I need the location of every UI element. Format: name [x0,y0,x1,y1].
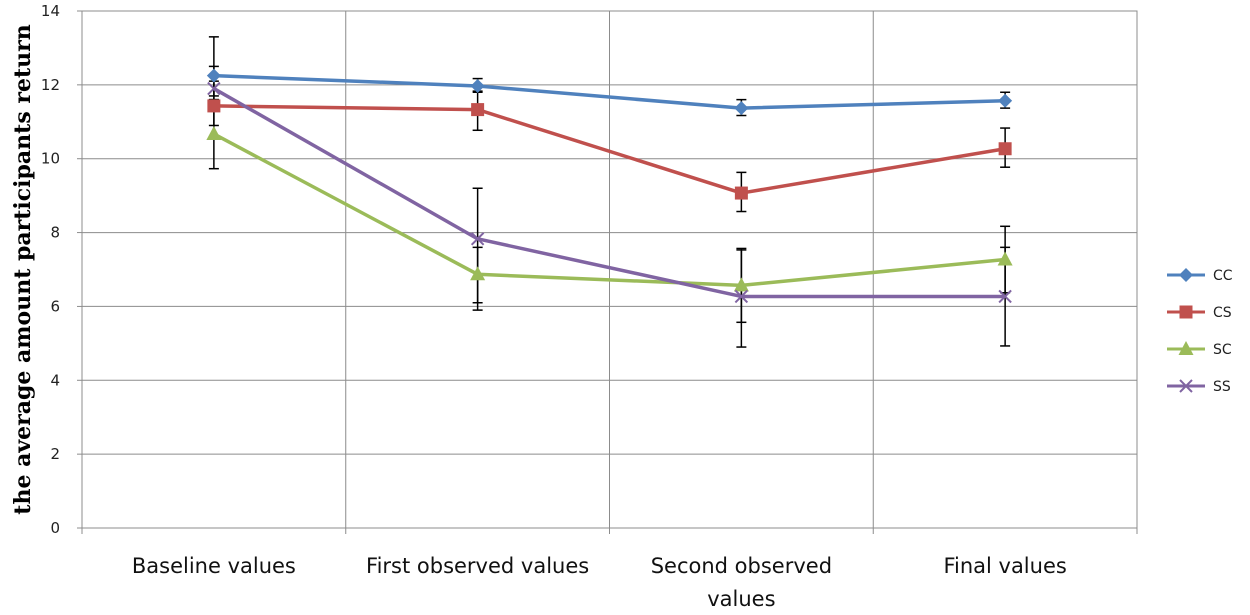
square-marker [1179,305,1193,319]
diamond-marker [470,78,485,93]
x-tick-label: Second observed values [651,554,832,611]
legend-label: SC [1213,342,1232,358]
x-marker [207,81,221,96]
x-tick-label: Baseline values [132,554,296,578]
series-lines [213,73,1006,299]
y-tick-label: 2 [50,445,60,463]
x-marker [998,289,1012,304]
error-bar [472,187,483,311]
triangle-marker [206,125,222,140]
diamond-marker [734,101,749,116]
error-bar [736,249,747,348]
triangle-marker [1178,341,1194,355]
diamond-marker [998,93,1013,108]
x-axis-labels: Baseline values First observed values Seco… [132,554,1067,611]
square-marker [207,99,221,113]
x-marker [734,289,749,304]
y-tick-label: 8 [50,224,60,242]
y-tick-label: 14 [41,2,60,20]
series-line-cs [213,104,1006,195]
square-marker [734,186,748,200]
y-tick-label: 4 [50,371,60,389]
x-marker [470,232,485,246]
triangle-marker [733,277,749,292]
legend-item-cc: CC [1167,268,1233,284]
y-tick-label: 12 [41,76,60,94]
x-tick-label: First observed values [366,554,589,578]
x-marker [1179,379,1193,393]
y-tick-label: 6 [50,297,60,315]
y-axis-ticks: 0 2 4 6 8 10 12 14 [41,2,1138,537]
square-marker [471,103,485,117]
legend-item-cs: CS [1167,305,1232,321]
series-line-cc [213,73,1006,110]
series-line-sc [213,132,1006,288]
legend-label: SS [1213,379,1231,395]
y-axis-label: the average amount participants return [10,24,36,514]
diamond-marker [206,68,221,83]
legend-label: CC [1213,268,1233,284]
legend-item-sc: SC [1167,341,1232,358]
legend: CC CS SC SS [1167,268,1233,395]
x-tick-label: Final values [943,554,1066,578]
series-markers [206,68,1013,304]
series-line-ss [213,87,1006,299]
triangle-marker [470,266,486,281]
legend-item-ss: SS [1167,379,1231,395]
diamond-marker [1179,268,1193,282]
triangle-marker [997,251,1013,266]
square-marker [998,142,1012,156]
legend-label: CS [1213,305,1232,321]
y-tick-label: 10 [41,150,60,168]
y-tick-label: 0 [50,519,60,537]
